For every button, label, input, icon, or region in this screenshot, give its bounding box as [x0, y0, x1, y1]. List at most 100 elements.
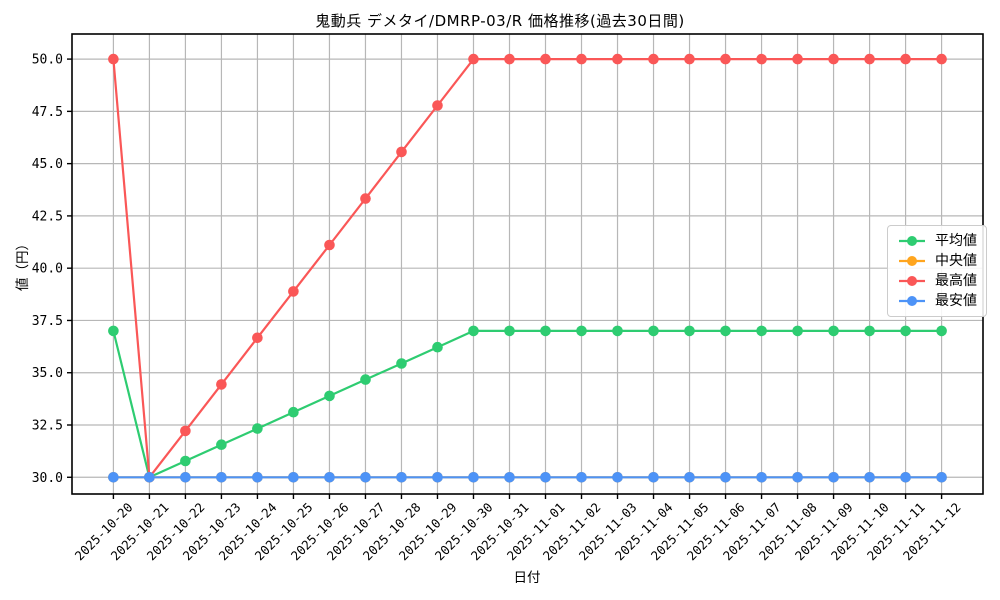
series-average-marker — [612, 325, 623, 337]
series-average — [108, 325, 947, 483]
series-min-marker — [576, 472, 587, 483]
series-average-marker — [216, 439, 227, 451]
y-tick-label: 40.0 — [32, 262, 63, 277]
series-min-marker — [684, 472, 695, 483]
legend-label-min: 最安値 — [935, 293, 977, 309]
series-min-marker — [828, 472, 839, 483]
legend-marker-median — [899, 256, 925, 266]
y-axis-ticks: 30.0 32.5 35.0 37.5 40.0 42.5 45.0 47.5 50.0 — [32, 53, 72, 486]
series-max-marker — [504, 53, 515, 65]
series-max-marker — [756, 53, 767, 65]
series-max-marker — [720, 53, 731, 65]
y-tick-label: 42.5 — [32, 209, 63, 224]
series-min-marker — [612, 472, 623, 483]
series-min-marker — [648, 472, 659, 483]
series-max-marker — [108, 53, 119, 65]
series-average-marker — [828, 325, 839, 337]
series-average-marker — [108, 325, 119, 337]
series-average-marker — [324, 390, 335, 402]
series-average-marker — [756, 325, 767, 337]
series-max-marker — [540, 53, 551, 65]
series-min-marker — [324, 472, 335, 483]
series-average-marker — [540, 325, 551, 337]
series-average-marker — [504, 325, 515, 337]
series-average-marker — [936, 325, 947, 337]
series-min-marker — [900, 472, 911, 483]
legend-label-average: 平均値 — [935, 233, 977, 249]
y-tick-label: 35.0 — [32, 366, 63, 381]
series-min-marker — [432, 472, 443, 483]
series-min-marker — [792, 472, 803, 483]
series-average-marker — [396, 358, 407, 369]
series-max-marker — [396, 146, 407, 158]
series-average-marker — [864, 325, 875, 337]
series-min-marker — [720, 472, 731, 483]
legend-item-min: 最安値 — [897, 293, 977, 309]
y-tick-label: 45.0 — [32, 157, 63, 172]
series-max-marker — [864, 53, 875, 65]
series-max-marker — [324, 239, 335, 251]
series-max-marker — [288, 286, 299, 297]
series-average-marker — [900, 325, 911, 337]
series-max-marker — [648, 53, 659, 65]
series-max-marker — [612, 53, 623, 65]
series-average-marker — [792, 325, 803, 337]
series-min-marker — [252, 472, 263, 483]
legend-label-max: 最高値 — [935, 273, 977, 289]
series-min-marker — [468, 472, 479, 483]
series-min-marker — [864, 472, 875, 483]
series-max-marker — [828, 53, 839, 65]
y-tick-label: 30.0 — [32, 471, 63, 486]
series-average-marker — [180, 455, 191, 467]
x-axis-ticks: 2025-10-202025-10-212025-10-222025-10-23… — [72, 494, 964, 563]
series-min-marker — [504, 472, 515, 483]
series-max-marker — [432, 100, 443, 111]
series-min-marker — [144, 472, 155, 483]
series-min-marker — [756, 472, 767, 483]
y-tick-label: 37.5 — [32, 314, 63, 329]
series-min-marker — [936, 472, 947, 483]
series-average-marker — [684, 325, 695, 337]
series-max-marker — [180, 425, 191, 437]
legend-item-median: 中央値 — [897, 253, 977, 269]
series-min-marker — [360, 472, 371, 483]
legend-marker-max — [899, 276, 925, 286]
series-average-marker — [252, 423, 263, 434]
series-max-marker — [792, 53, 803, 65]
series-max-marker — [900, 53, 911, 65]
series-min-marker — [180, 472, 191, 483]
series-max-marker — [468, 53, 479, 65]
series-average-marker — [360, 374, 371, 385]
series-average-marker — [648, 325, 659, 337]
series-average-marker — [720, 325, 731, 337]
legend-label-median: 中央値 — [935, 253, 977, 269]
series-min-marker — [216, 472, 227, 483]
series-max-marker — [252, 332, 263, 344]
y-tick-label: 50.0 — [32, 53, 63, 68]
y-tick-label: 47.5 — [32, 105, 63, 120]
x-axis-label: 日付 — [513, 570, 541, 586]
series-max-line — [112, 57, 943, 479]
legend-marker-average — [899, 236, 925, 246]
series-min-marker — [108, 472, 119, 483]
chart-title: 鬼動兵 デメタイ/DMRP-03/R 価格推移(過去30日間) — [315, 12, 685, 30]
series-max-marker — [576, 53, 587, 65]
series-max-marker — [684, 53, 695, 65]
series-average-marker — [432, 341, 443, 353]
series-average-marker — [288, 406, 299, 418]
series-average-marker — [576, 325, 587, 337]
series-max-marker — [360, 193, 371, 204]
series-max-marker — [216, 379, 227, 390]
series-average-line — [112, 329, 943, 479]
legend-item-max: 最高値 — [897, 273, 977, 289]
grid-lines — [72, 34, 983, 494]
y-tick-label: 32.5 — [32, 419, 63, 434]
series-min-marker — [288, 472, 299, 483]
series-min-marker — [396, 472, 407, 483]
legend-marker-min — [899, 296, 925, 306]
chart-legend: 平均値中央値最高値最安値 — [887, 225, 987, 317]
series-min-marker — [540, 472, 551, 483]
